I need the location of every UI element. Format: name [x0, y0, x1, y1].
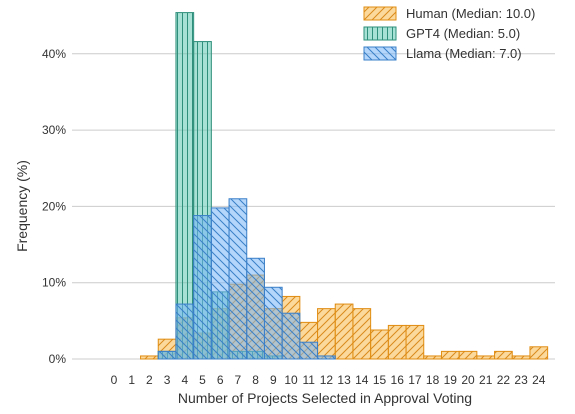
bar-hatch: [157, 350, 177, 360]
bar-hatch: [263, 286, 283, 360]
bar-hatch: [458, 350, 478, 360]
x-tick-label: 20: [461, 373, 475, 387]
x-tick-label: 23: [514, 373, 528, 387]
legend-swatch-hatch: [363, 6, 397, 21]
x-tick-label: 24: [532, 373, 546, 387]
bar-hatch: [299, 341, 319, 360]
x-tick-label: 3: [164, 373, 171, 387]
y-tick-label: 20%: [42, 199, 66, 213]
legend-label: GPT4 (Median: 5.0): [406, 26, 520, 41]
bar-hatch: [511, 355, 531, 360]
x-tick-label: 6: [217, 373, 224, 387]
bar-hatch: [387, 324, 407, 360]
x-tick-label: 7: [235, 373, 242, 387]
x-tick-label: 22: [497, 373, 511, 387]
legend-swatch-hatch: [363, 46, 397, 61]
legend-label: Human (Median: 10.0): [406, 6, 535, 21]
bar-hatch: [405, 324, 425, 360]
x-tick-labels: 0 1 2 3 4 5 6 7 8 9 10 11 12 13 14 15 16 17 18 19 20 21 22 23 24: [111, 373, 546, 387]
x-tick-label: 4: [181, 373, 188, 387]
y-tick-label: 40%: [42, 47, 66, 61]
bars: [140, 12, 549, 360]
x-tick-label: 2: [146, 373, 153, 387]
y-tick-label: 30%: [42, 123, 66, 137]
x-tick-label: 12: [320, 373, 334, 387]
x-tick-label: 15: [373, 373, 387, 387]
x-tick-label: 9: [270, 373, 277, 387]
x-tick-label: 8: [252, 373, 259, 387]
x-tick-label: 14: [355, 373, 369, 387]
y-axis-label: Frequency (%): [14, 160, 30, 252]
bar-hatch: [140, 355, 159, 360]
bar-hatch: [352, 308, 372, 360]
series-diagonal-back: [157, 198, 336, 360]
x-tick-label: 13: [337, 373, 351, 387]
bar-hatch: [175, 303, 195, 360]
bar-hatch: [476, 355, 496, 360]
x-tick-label: 10: [284, 373, 298, 387]
bar-hatch: [334, 303, 354, 360]
x-tick-label: 5: [199, 373, 206, 387]
y-tick-label: 10%: [42, 276, 66, 290]
legend: Human (Median: 10.0) GPT4 (Median: 5.0) Ll…: [363, 6, 535, 61]
x-tick-label: 21: [479, 373, 493, 387]
bar-hatch: [193, 215, 212, 360]
legend-label: Llama (Median: 7.0): [406, 46, 522, 61]
bar-hatch: [494, 350, 513, 360]
x-tick-label: 1: [128, 373, 135, 387]
x-tick-label: 18: [426, 373, 440, 387]
grid-lines: [72, 53, 555, 360]
x-tick-label: 16: [391, 373, 405, 387]
bar-hatch: [317, 355, 336, 360]
x-tick-label: 0: [111, 373, 118, 387]
y-tick-labels: 0% 10% 20% 30% 40%: [42, 47, 66, 366]
bar-hatch: [529, 346, 549, 360]
y-tick-label: 0%: [49, 352, 67, 366]
bar-hatch: [423, 355, 442, 360]
bar-hatch: [281, 312, 301, 360]
bar-hatch: [228, 198, 248, 360]
legend-swatch-hatch: [363, 26, 397, 41]
bar-hatch: [317, 308, 336, 360]
bar-hatch: [370, 329, 389, 360]
x-tick-label: 11: [302, 373, 315, 387]
x-tick-label: 19: [444, 373, 458, 387]
bar-hatch: [210, 207, 230, 360]
bar-hatch: [440, 350, 460, 360]
x-tick-label: 17: [408, 373, 422, 387]
x-axis-label: Number of Projects Selected in Approval …: [178, 390, 472, 406]
bar-hatch: [246, 257, 265, 360]
